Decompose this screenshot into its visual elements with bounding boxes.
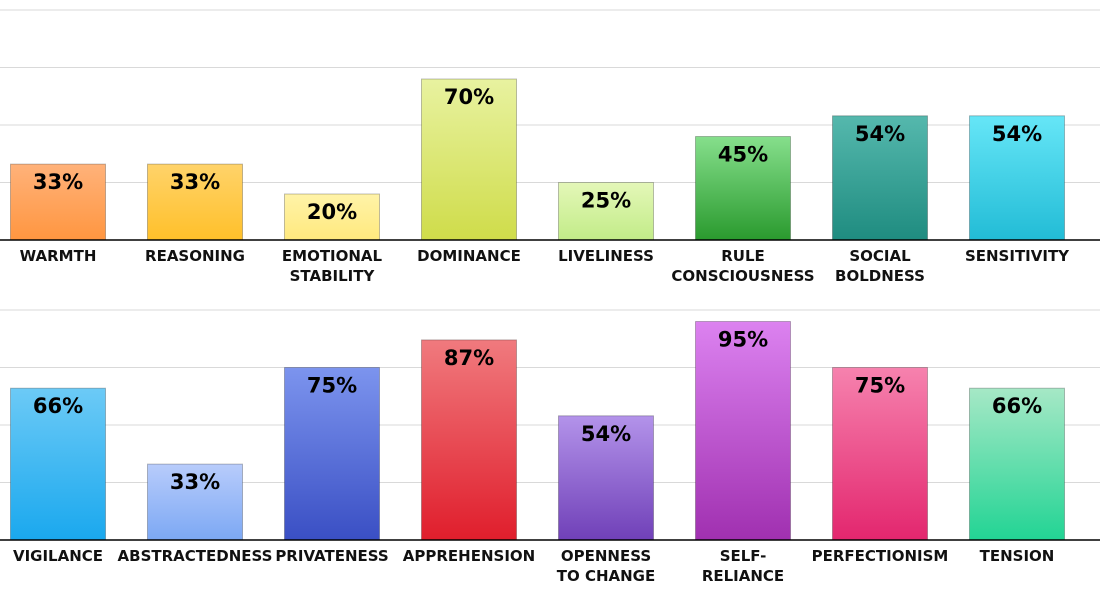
category-label: SELF-RELIANCE — [702, 547, 784, 585]
bar — [284, 367, 380, 541]
bar-value-label: 66% — [992, 394, 1042, 418]
category-label: RULE CONSCIOUSNESS — [671, 247, 814, 285]
category-label: VIGILANCE — [13, 547, 103, 565]
category-label: PERFECTIONISM — [812, 547, 949, 565]
bar-value-label: 54% — [581, 422, 631, 446]
bar-value-label: 95% — [718, 328, 768, 352]
bar-value-label: 87% — [444, 346, 494, 370]
bar-value-label: 45% — [718, 143, 768, 167]
category-label: REASONING — [145, 247, 245, 265]
bar-value-label: 33% — [170, 170, 220, 194]
category-label: OPENNESS TO CHANGE — [557, 547, 656, 585]
category-label: LIVELINESS — [558, 247, 654, 265]
bar — [558, 182, 654, 241]
chart-panel-top: 33% WARMTH 33% REASONING 20% EMOTIONAL STABILI… — [0, 9, 1100, 285]
bar — [832, 367, 928, 541]
bar — [695, 136, 791, 241]
bar — [832, 115, 928, 241]
bar — [421, 78, 517, 241]
bar-value-label: 20% — [307, 200, 357, 224]
bar — [10, 387, 106, 541]
category-label: EMOTIONAL STABILITY — [282, 247, 383, 285]
category-label: TENSION — [980, 547, 1055, 565]
bar-value-label: 33% — [33, 170, 83, 194]
bar — [284, 193, 380, 241]
bar-value-label: 54% — [855, 122, 905, 146]
bar-value-label: 54% — [992, 122, 1042, 146]
category-label: PRIVATENESS — [275, 547, 388, 565]
bar-value-label: 75% — [307, 374, 357, 398]
category-label: SOCIAL BOLDNESS — [835, 247, 925, 285]
bar — [147, 463, 243, 541]
bar — [695, 321, 791, 541]
bar — [10, 163, 106, 241]
category-label: DOMINANCE — [417, 247, 521, 265]
category-label: WARMTH — [20, 247, 97, 265]
category-label: ABSTRACTEDNESS — [118, 547, 273, 565]
bar — [969, 387, 1065, 541]
bar-value-label: 75% — [855, 374, 905, 398]
bar — [969, 115, 1065, 241]
chart-panel-bottom: 66% VIGILANCE 33% ABSTRACTEDNESS 75% PRIVATEN… — [0, 309, 1100, 585]
category-label: SENSITIVITY — [965, 247, 1070, 265]
bar-value-label: 66% — [33, 394, 83, 418]
bar-value-label: 70% — [444, 85, 494, 109]
bar-value-label: 33% — [170, 470, 220, 494]
category-label: APPREHENSION — [403, 547, 535, 565]
bar — [558, 415, 654, 541]
bar-value-label: 25% — [581, 189, 631, 213]
bar — [421, 339, 517, 541]
